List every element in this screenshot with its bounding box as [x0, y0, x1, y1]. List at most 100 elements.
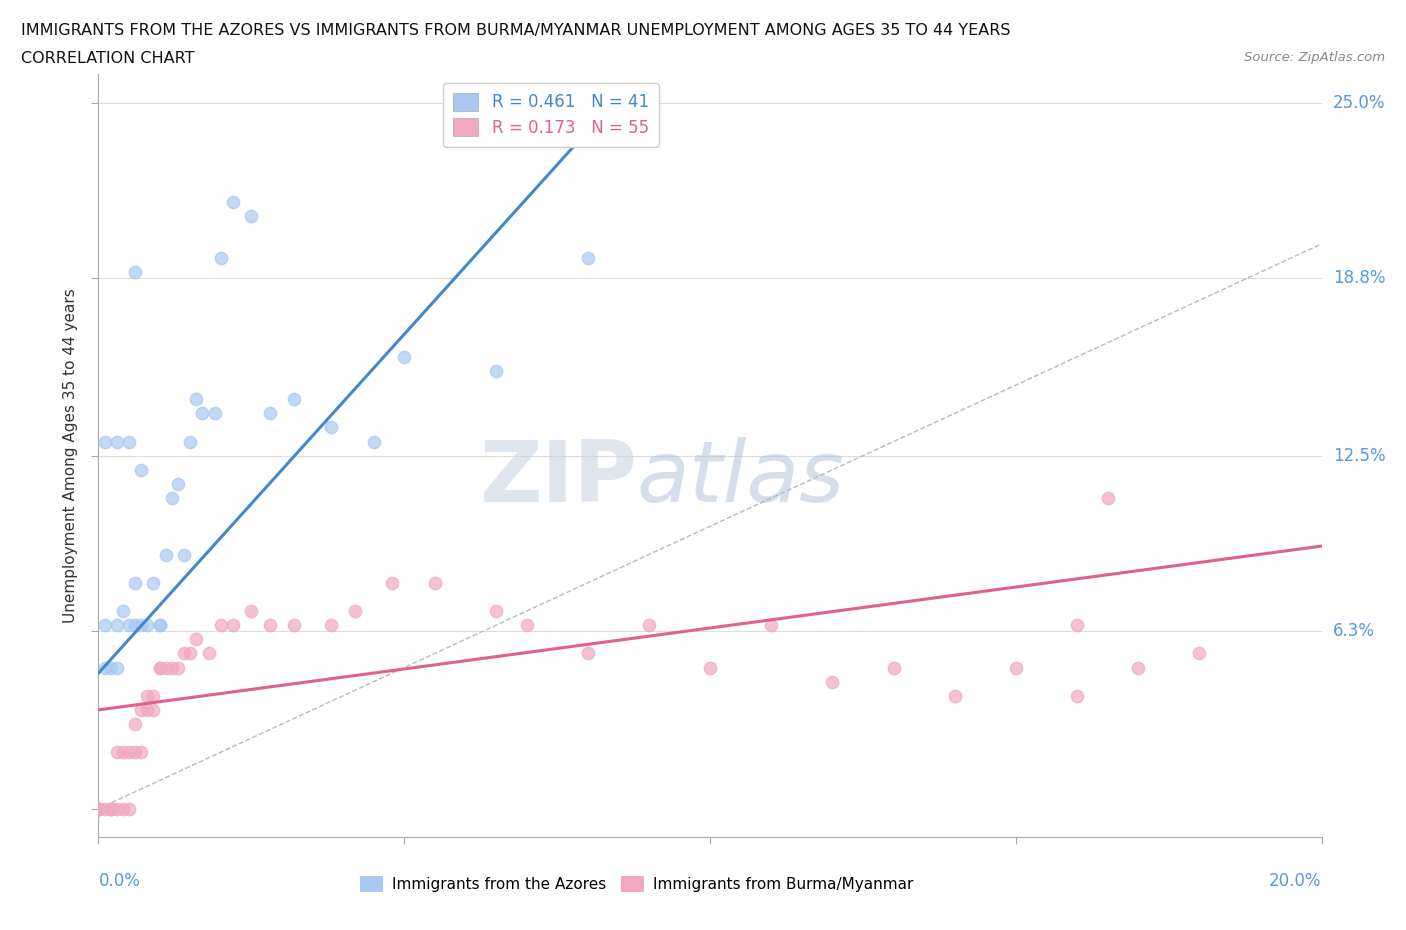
Point: [1066, 618, 1088, 632]
Point: [197, 646, 219, 661]
Point: [105, 434, 128, 449]
Point: [222, 194, 245, 209]
Point: [111, 745, 134, 760]
Point: [186, 631, 208, 646]
Point: [87, 802, 110, 817]
Point: [124, 717, 146, 732]
Point: [821, 674, 844, 689]
Point: [259, 618, 281, 632]
Point: [100, 802, 122, 817]
Point: [142, 688, 165, 703]
Point: [118, 745, 141, 760]
Point: [105, 660, 128, 675]
Point: [392, 350, 416, 365]
Point: [105, 618, 128, 632]
Point: [186, 392, 208, 406]
Point: [155, 660, 177, 675]
Point: [167, 660, 190, 675]
Point: [516, 618, 538, 632]
Point: [124, 576, 146, 591]
Point: [124, 745, 146, 760]
Point: [87, 802, 110, 817]
Point: [129, 618, 152, 632]
Text: ZIP: ZIP: [479, 437, 637, 520]
Point: [576, 646, 599, 661]
Point: [100, 660, 122, 675]
Point: [283, 618, 305, 632]
Point: [87, 802, 110, 817]
Point: [1066, 688, 1088, 703]
Point: [105, 745, 128, 760]
Point: [222, 618, 245, 632]
Text: CORRELATION CHART: CORRELATION CHART: [21, 51, 194, 66]
Point: [1188, 646, 1211, 661]
Text: 6.3%: 6.3%: [1333, 622, 1375, 640]
Point: [87, 802, 110, 817]
Point: [167, 476, 190, 491]
Point: [155, 547, 177, 562]
Point: [105, 802, 128, 817]
Point: [136, 618, 159, 632]
Point: [87, 802, 110, 817]
Point: [576, 250, 599, 265]
Point: [209, 250, 232, 265]
Point: [87, 802, 110, 817]
Point: [149, 618, 172, 632]
Point: [93, 434, 115, 449]
Point: [118, 618, 141, 632]
Point: [1004, 660, 1026, 675]
Legend: Immigrants from the Azores, Immigrants from Burma/Myanmar: Immigrants from the Azores, Immigrants f…: [353, 870, 920, 898]
Point: [204, 405, 226, 420]
Point: [1128, 660, 1150, 675]
Point: [149, 660, 172, 675]
Point: [319, 420, 342, 435]
Point: [173, 646, 195, 661]
Point: [129, 745, 152, 760]
Point: [1097, 491, 1119, 506]
Point: [179, 434, 201, 449]
Point: [637, 618, 661, 632]
Text: atlas: atlas: [637, 437, 845, 520]
Point: [129, 462, 152, 477]
Point: [118, 434, 141, 449]
Point: [118, 802, 141, 817]
Point: [283, 392, 305, 406]
Point: [111, 604, 134, 618]
Point: [149, 618, 172, 632]
Point: [423, 576, 446, 591]
Point: [759, 618, 782, 632]
Point: [160, 491, 183, 506]
Point: [240, 208, 263, 223]
Point: [381, 576, 404, 591]
Y-axis label: Unemployment Among Ages 35 to 44 years: Unemployment Among Ages 35 to 44 years: [63, 288, 79, 623]
Point: [93, 802, 115, 817]
Point: [93, 660, 115, 675]
Point: [142, 576, 165, 591]
Point: [129, 702, 152, 717]
Point: [100, 802, 122, 817]
Point: [209, 618, 232, 632]
Point: [485, 604, 508, 618]
Point: [485, 364, 508, 379]
Point: [124, 618, 146, 632]
Text: Source: ZipAtlas.com: Source: ZipAtlas.com: [1244, 51, 1385, 64]
Text: IMMIGRANTS FROM THE AZORES VS IMMIGRANTS FROM BURMA/MYANMAR UNEMPLOYMENT AMONG A: IMMIGRANTS FROM THE AZORES VS IMMIGRANTS…: [21, 23, 1011, 38]
Point: [87, 802, 110, 817]
Text: 25.0%: 25.0%: [1333, 94, 1385, 112]
Text: 18.8%: 18.8%: [1333, 269, 1385, 286]
Point: [319, 618, 342, 632]
Point: [173, 547, 195, 562]
Point: [111, 802, 134, 817]
Point: [240, 604, 263, 618]
Point: [87, 802, 110, 817]
Point: [259, 405, 281, 420]
Point: [93, 618, 115, 632]
Point: [179, 646, 201, 661]
Text: 20.0%: 20.0%: [1270, 871, 1322, 890]
Point: [699, 660, 721, 675]
Text: 12.5%: 12.5%: [1333, 446, 1385, 465]
Point: [191, 405, 214, 420]
Point: [142, 702, 165, 717]
Point: [136, 688, 159, 703]
Point: [883, 660, 905, 675]
